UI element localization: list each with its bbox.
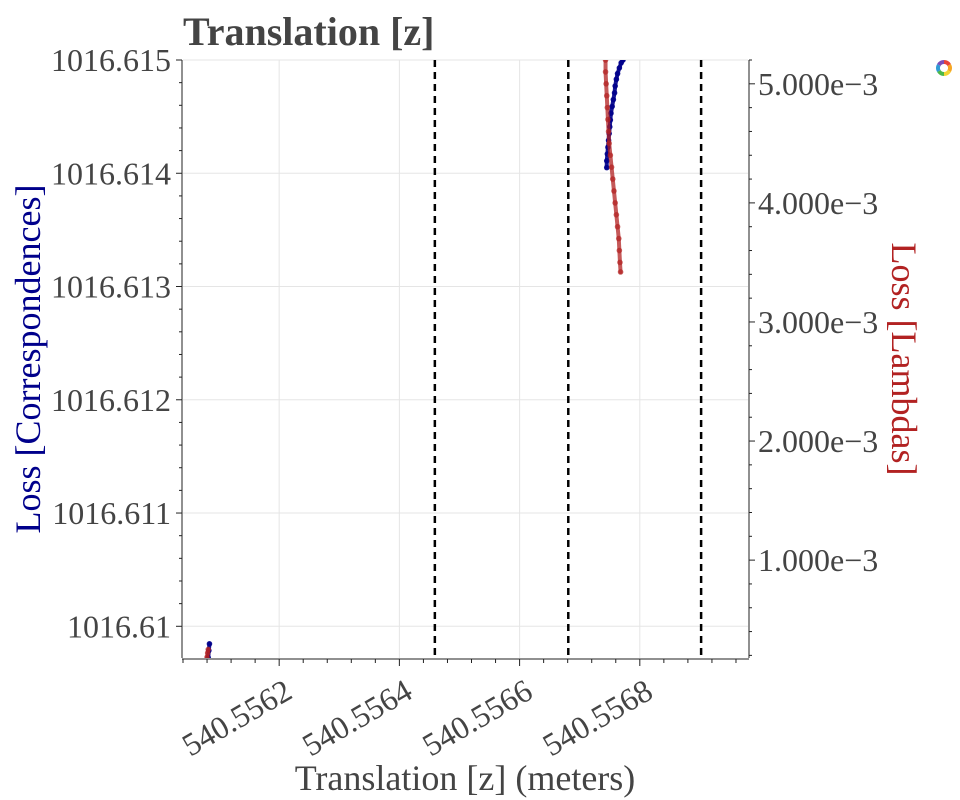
y-left-tick-label-2: 1016.612 — [51, 382, 171, 418]
point-left-3 — [603, 164, 610, 171]
y-right-tick-label-0: 1.000e−3 — [758, 542, 878, 578]
point-right-2 — [205, 646, 212, 653]
point-right-10 — [606, 140, 612, 147]
point-left-2 — [206, 641, 213, 647]
y-right-tick-label-1: 2.000e−3 — [758, 423, 878, 459]
point-right-9 — [605, 128, 612, 135]
x-tick-label-2: 540.5566 — [416, 672, 538, 763]
bokeh-logo-icon[interactable] — [936, 60, 952, 76]
point-left-16 — [613, 76, 620, 83]
point-right-7 — [604, 104, 611, 111]
point-left-18 — [616, 65, 623, 71]
point-right-14 — [611, 188, 617, 194]
point-left-4 — [603, 158, 610, 164]
point-left-20 — [620, 60, 626, 63]
point-right-17 — [614, 223, 621, 230]
point-right-8 — [605, 116, 611, 123]
point-left-17 — [614, 70, 621, 77]
data-points — [204, 60, 626, 658]
tick-labels: 1016.61 1016.611 1016.612 1016.613 1016.614 1… — [51, 42, 878, 763]
y-axis-right-label: Loss [Lambdas] — [884, 243, 924, 476]
point-left-12 — [609, 103, 615, 110]
y-right-tick-label-3: 4.000e−3 — [758, 185, 878, 221]
point-right-11 — [607, 152, 614, 159]
point-right-12 — [608, 164, 615, 170]
vertical-reference-lines — [433, 60, 703, 658]
y-right-tick-label-4: 5.000e−3 — [758, 66, 878, 102]
point-right-4 — [602, 69, 609, 75]
series-left — [205, 60, 626, 658]
y-axis-left-label: Loss [Correspondences] — [8, 185, 48, 534]
point-right-6 — [603, 92, 610, 99]
axes — [181, 60, 750, 660]
point-right-15 — [612, 200, 618, 206]
y-left-tick-label-4: 1016.614 — [51, 155, 171, 191]
chart-title: Translation [z] — [183, 9, 434, 54]
point-right-19 — [616, 247, 623, 254]
x-tick-label-1: 540.5564 — [296, 672, 418, 763]
x-axis-label: Translation [z] (meters) — [295, 758, 636, 798]
y-left-tick-label-1: 1016.611 — [52, 495, 171, 531]
point-left-13 — [610, 96, 617, 103]
y-left-tick-label-0: 1016.61 — [67, 608, 171, 644]
point-right-5 — [603, 81, 609, 87]
y-right-tick-label-2: 3.000e−3 — [758, 304, 878, 340]
point-right-16 — [613, 212, 620, 218]
y-left-tick-label-3: 1016.613 — [51, 269, 171, 305]
point-right-21 — [617, 269, 624, 275]
grid — [183, 59, 748, 658]
point-left-14 — [611, 90, 618, 96]
x-tick-label-3: 540.5568 — [536, 672, 658, 763]
point-right-13 — [609, 176, 616, 182]
point-right-18 — [615, 235, 622, 242]
x-tick-label-0: 540.5562 — [176, 672, 298, 763]
point-right-20 — [617, 259, 623, 266]
y-left-tick-label-5: 1016.615 — [51, 42, 171, 78]
point-right-3 — [602, 60, 609, 63]
series-right — [204, 60, 624, 658]
point-left-15 — [612, 83, 618, 89]
